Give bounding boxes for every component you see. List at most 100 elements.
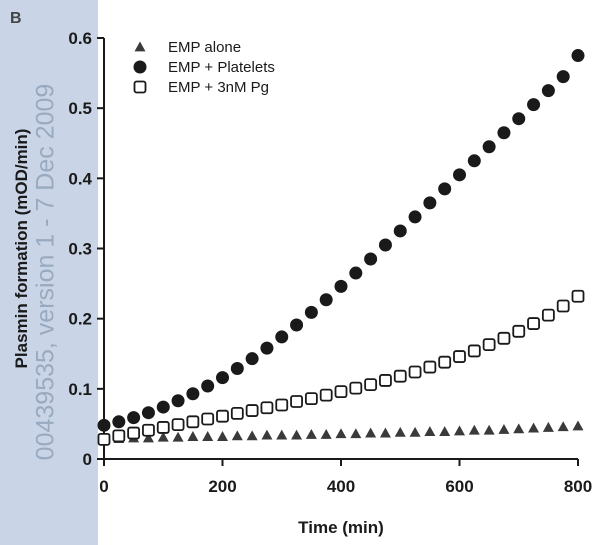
legend-label: EMP + Platelets	[168, 59, 275, 76]
data-point-filled-circle	[186, 387, 200, 401]
data-point-triangle	[454, 425, 465, 436]
data-point-filled-circle	[423, 196, 437, 210]
data-point-filled-circle	[290, 318, 304, 332]
data-point-filled-circle	[482, 140, 496, 154]
legend: EMP alone EMP + Platelets EMP + 3nM Pg	[133, 39, 275, 96]
data-point-triangle	[261, 429, 273, 440]
y-tick-label: 0.5	[68, 99, 92, 118]
data-point-triangle	[187, 431, 199, 441]
data-point-triangle	[379, 427, 391, 438]
data-point-triangle	[276, 429, 288, 440]
data-point-triangle	[513, 423, 525, 434]
data-point-open-square	[453, 350, 466, 363]
data-point-filled-circle	[512, 112, 526, 126]
data-point-open-square	[467, 344, 481, 358]
data-point-open-square	[112, 429, 126, 443]
x-axis-label: Time (min)	[298, 518, 384, 537]
data-point-filled-circle	[112, 415, 126, 429]
data-marks	[97, 49, 585, 446]
data-point-filled-circle	[260, 341, 274, 355]
data-point-open-square	[290, 395, 303, 408]
data-point-open-square	[156, 421, 170, 434]
data-point-open-square	[127, 426, 141, 440]
data-point-open-square	[304, 392, 318, 406]
data-point-open-square	[379, 374, 392, 387]
data-point-triangle	[468, 424, 480, 435]
data-point-open-square	[571, 289, 585, 303]
data-point-filled-circle	[571, 49, 585, 63]
data-point-triangle	[439, 426, 451, 437]
data-point-filled-circle	[304, 305, 318, 319]
data-point-triangle	[335, 428, 347, 439]
data-point-filled-circle	[453, 168, 466, 182]
data-point-open-square	[171, 418, 185, 432]
data-point-filled-circle	[275, 330, 289, 344]
data-point-open-square	[423, 360, 437, 374]
side-band	[0, 0, 98, 545]
data-point-triangle	[217, 431, 228, 441]
data-point-triangle	[409, 426, 421, 437]
data-point-triangle	[305, 428, 317, 439]
data-point-open-square	[438, 355, 452, 369]
data-point-filled-circle	[393, 224, 407, 238]
legend-marker-open-square	[133, 80, 147, 94]
data-point-open-square	[260, 401, 274, 415]
data-point-filled-circle	[127, 411, 141, 425]
data-point-open-square	[541, 308, 555, 322]
data-point-open-square	[230, 406, 244, 420]
data-point-triangle	[572, 420, 584, 431]
x-tick-label: 800	[564, 477, 592, 496]
data-point-filled-circle	[408, 210, 422, 224]
data-point-filled-circle	[349, 266, 363, 280]
y-tick-label: 0.3	[68, 240, 92, 259]
x-tick-label: 200	[208, 477, 236, 496]
data-point-open-square	[512, 324, 526, 338]
y-tick-label: 0.2	[68, 310, 92, 329]
data-point-triangle	[246, 430, 258, 441]
data-point-filled-circle	[378, 238, 392, 252]
data-point-open-square	[408, 365, 422, 379]
data-point-filled-circle	[497, 126, 511, 140]
data-point-triangle	[350, 428, 362, 439]
data-point-filled-circle	[467, 154, 481, 168]
data-point-open-square	[201, 412, 215, 426]
data-point-open-square	[482, 338, 496, 352]
legend-marker-triangle	[134, 41, 146, 52]
data-point-filled-circle	[334, 279, 348, 293]
data-point-triangle	[542, 421, 554, 432]
legend-label: EMP + 3nM Pg	[168, 79, 269, 96]
data-point-filled-circle	[201, 379, 215, 393]
panel-label: B	[10, 10, 22, 27]
data-point-filled-circle	[556, 70, 570, 84]
data-point-filled-circle	[364, 252, 378, 266]
data-point-open-square	[527, 317, 540, 330]
data-point-filled-circle	[438, 182, 452, 196]
y-axis-label: Plasmin formation (mOD/min)	[12, 129, 31, 369]
data-point-triangle	[172, 431, 184, 442]
data-point-filled-circle	[541, 84, 555, 98]
data-point-open-square	[319, 388, 333, 402]
data-point-open-square	[556, 299, 570, 313]
legend-marker-filled-circle	[133, 60, 147, 74]
data-point-triangle	[231, 430, 243, 441]
x-tick-label: 0	[99, 477, 108, 496]
data-point-triangle	[320, 428, 332, 439]
data-point-open-square	[334, 385, 348, 399]
axes: 0 0.1 0.2 0.3 0.4 0.5 0.6 0 200 400 600 800	[68, 29, 592, 496]
data-point-triangle	[498, 424, 510, 434]
data-point-filled-circle	[319, 293, 333, 307]
y-tick-label: 0.4	[68, 169, 92, 188]
data-point-filled-circle	[245, 352, 259, 366]
y-tick-label: 0.6	[68, 29, 92, 48]
data-point-open-square	[97, 432, 111, 446]
legend-label: EMP alone	[168, 39, 241, 56]
y-tick-label: 0.1	[68, 380, 92, 399]
data-point-triangle	[557, 421, 569, 432]
data-point-open-square	[393, 369, 407, 383]
data-point-triangle	[528, 422, 540, 433]
data-point-open-square	[186, 415, 200, 429]
data-point-open-square	[245, 404, 259, 417]
data-point-filled-circle	[171, 394, 185, 408]
x-tick-label: 600	[445, 477, 473, 496]
data-point-open-square	[349, 381, 363, 395]
